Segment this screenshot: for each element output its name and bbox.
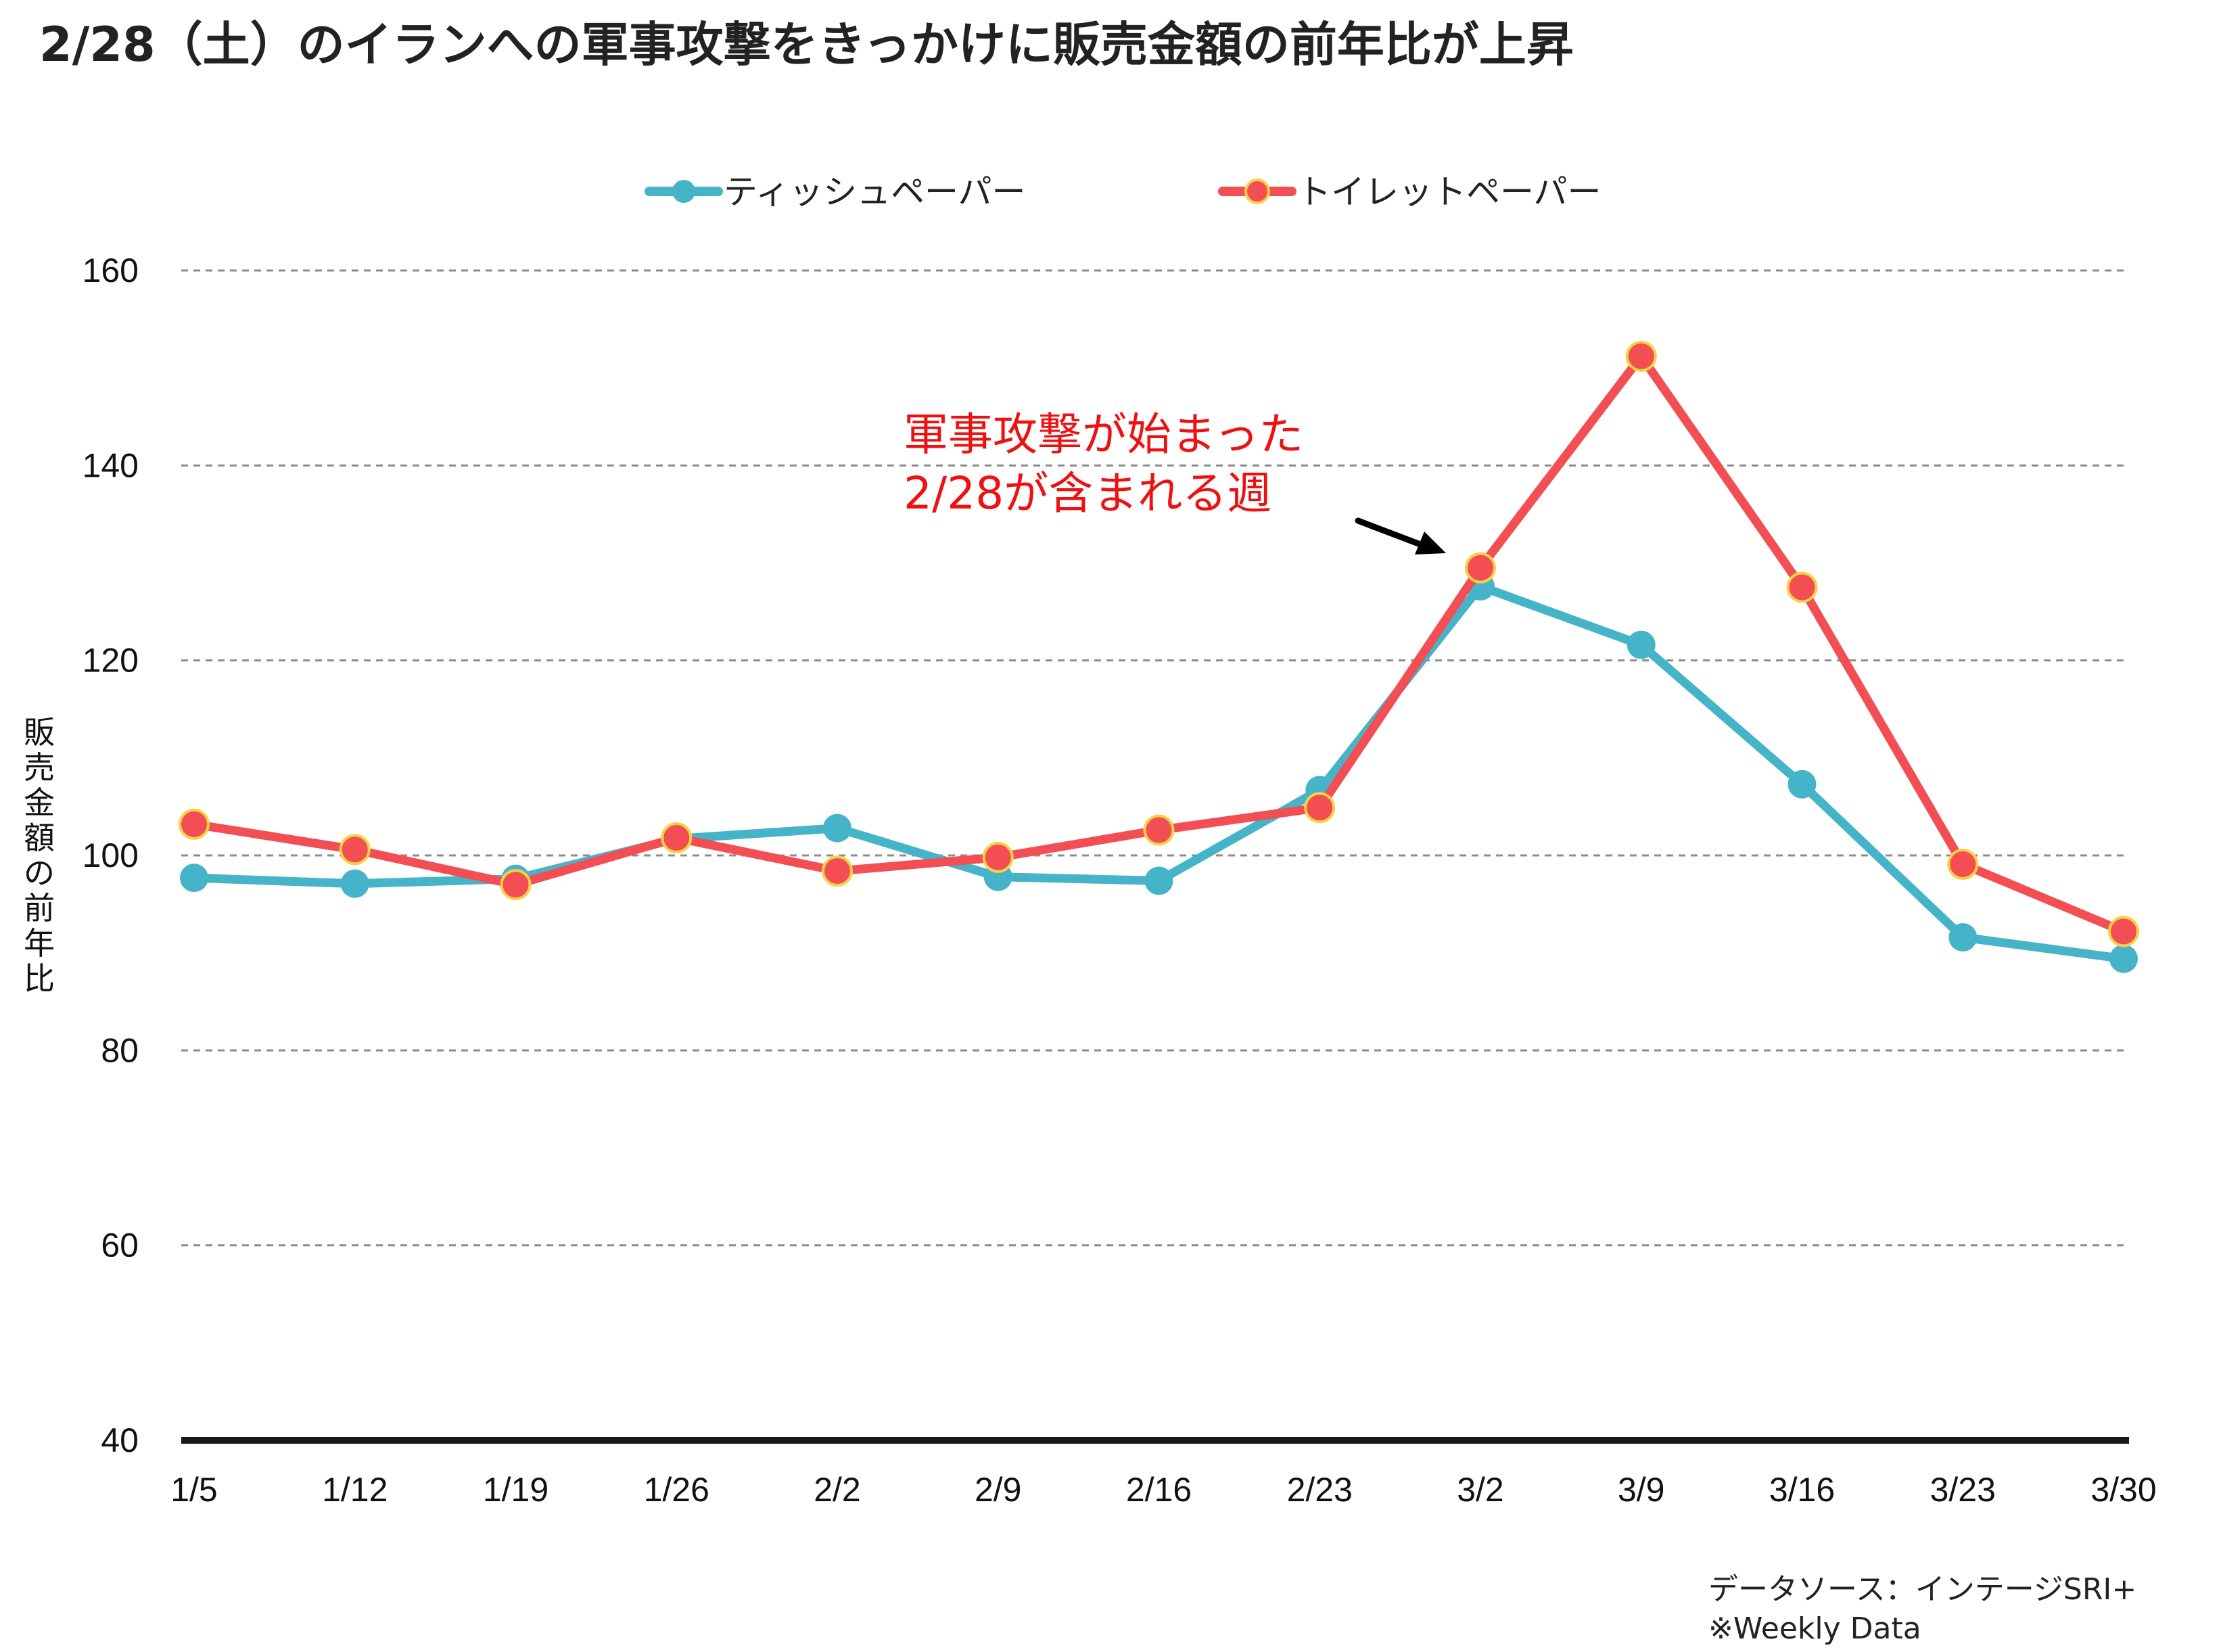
y-axis-label: 販売金額の前年比 [24,714,55,997]
data-point [1786,571,1818,603]
data-point [339,834,371,866]
data-point [180,864,208,893]
x-tick-label: 3/9 [1618,1471,1665,1509]
y-tick-label: 60 [101,1227,139,1265]
annotation-arrow-head [1415,532,1446,554]
data-point [1627,630,1656,659]
annotation-line-1: 軍事攻撃が始まった [904,408,1303,461]
series-tissue [180,572,2138,973]
x-tick-label: 3/23 [1930,1471,1996,1509]
annotation-line-2: 2/28が含まれる週 [904,467,1271,519]
x-tick-label: 2/23 [1287,1471,1353,1509]
x-tick-label: 2/2 [814,1471,861,1509]
x-tick-label: 1/26 [644,1471,709,1509]
x-tick-label: 3/16 [1769,1471,1835,1509]
series-layer [179,340,2139,973]
x-tick-label: 3/30 [2090,1471,2156,1509]
annotation: 軍事攻撃が始まった 2/28が含まれる週 [904,408,1446,554]
data-point [1304,792,1336,824]
y-tick-label: 80 [101,1031,139,1069]
y-tick-label: 100 [83,836,139,874]
y-tick-label: 160 [83,252,139,289]
data-point [1787,770,1817,799]
y-tick-label: 140 [83,446,139,484]
legend-label-tissue: ティッシュペーパー [724,172,1026,212]
x-tick-label: 2/9 [975,1471,1022,1509]
legend-marker-tissue [672,180,695,203]
data-point [823,813,851,843]
data-point [340,869,369,898]
data-point [2109,944,2138,973]
annotation-arrow-shaft [1355,517,1424,548]
data-point [1947,848,1979,880]
source-line-2: ※Weekly Data [1708,1611,1921,1646]
data-source-note: データソース：インテージSRI+ ※Weekly Data [1708,1572,2136,1646]
data-point [822,855,853,887]
data-point [661,822,693,854]
gridlines [181,269,2129,1247]
data-point [1948,923,1978,952]
legend-item-tissue: ティッシュペーパー [645,172,1026,212]
y-tick-label: 40 [101,1421,139,1459]
chart-title: 2/28（土）のイランへの軍事攻撃をきっかけに販売金額の前年比が上昇 [39,17,1574,72]
data-point [1143,814,1175,846]
source-line-1: データソース：インテージSRI+ [1708,1572,2136,1607]
x-tick-label: 2/16 [1126,1471,1192,1509]
series-toilet [179,340,2139,947]
legend-marker-toilet [1244,179,1270,204]
x-tick-label: 1/5 [170,1471,218,1509]
x-tick-label: 1/19 [483,1471,548,1509]
data-point [2108,916,2139,947]
data-point [500,869,532,901]
legend: ティッシュペーパー トイレットペーパー [645,172,1602,212]
data-point [982,841,1014,873]
x-tick-label: 1/12 [322,1471,388,1509]
data-point [1144,866,1173,895]
y-tick-labels: 40 60 80 100 120 140 160 [83,252,139,1459]
data-point [179,808,210,840]
data-point [1625,340,1657,372]
legend-item-toilet: トイレットペーパー [1218,172,1602,212]
y-tick-label: 120 [83,642,139,680]
legend-label-toilet: トイレットペーパー [1297,172,1602,212]
x-tick-labels: 1/5 1/12 1/19 1/26 2/2 2/9 2/16 2/23 3/2 3/9 3/16 3… [170,1471,2156,1509]
x-tick-label: 3/2 [1457,1471,1504,1509]
data-point [1465,552,1496,584]
